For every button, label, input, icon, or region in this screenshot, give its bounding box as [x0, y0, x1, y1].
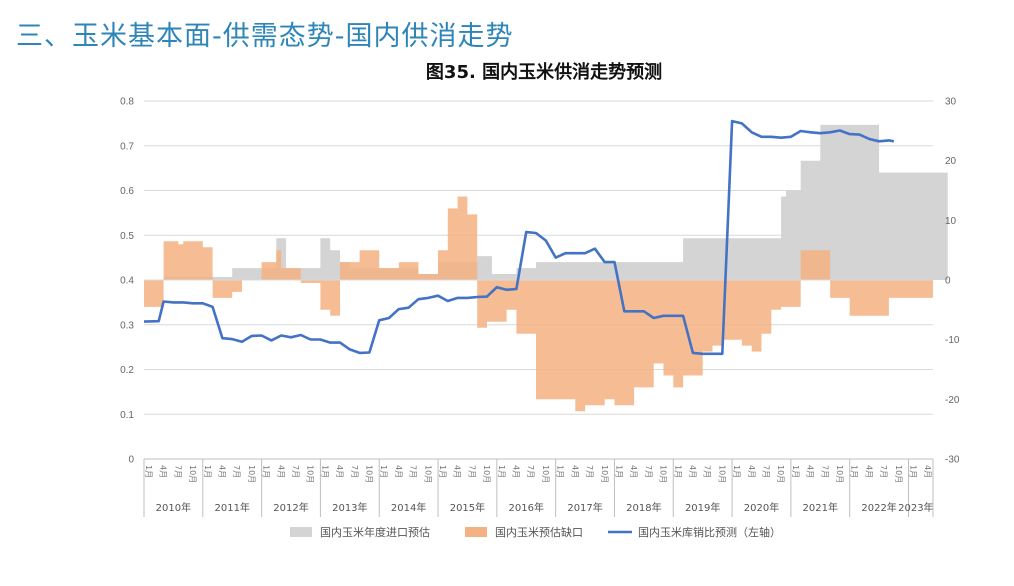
month-tick-label: 1月 — [614, 465, 623, 478]
month-tick-label: 4月 — [335, 465, 344, 478]
year-label: 2022年 — [861, 501, 896, 514]
month-tick-label: 1月 — [791, 465, 800, 478]
year-label: 2019年 — [685, 501, 720, 514]
month-tick-label: 1月 — [732, 465, 741, 478]
month-tick-label: 10月 — [541, 465, 550, 483]
year-label: 2017年 — [567, 501, 602, 514]
year-label: 2023年 — [898, 501, 933, 514]
year-label: 2021年 — [803, 501, 838, 514]
month-tick-label: 4月 — [688, 465, 697, 478]
left-axis-tick-label: 0.4 — [120, 276, 134, 287]
month-tick-label: 7月 — [703, 465, 712, 478]
month-tick-label: 4月 — [570, 465, 579, 478]
import-estimate-area — [144, 124, 948, 281]
right-axis-tick-label: 0 — [945, 276, 951, 287]
legend: 国内玉米年度进口预估 国内玉米预估缺口 国内玉米库销比预测（左轴） — [290, 525, 781, 539]
legend-label: 国内玉米年度进口预估 — [320, 525, 430, 539]
year-label: 2014年 — [391, 501, 426, 514]
left-axis-tick-label: 0 — [128, 455, 134, 466]
month-tick-label: 10月 — [306, 465, 315, 483]
legend-swatch — [290, 527, 312, 537]
left-axis-tick-label: 0.6 — [120, 186, 134, 197]
line-series — [143, 119, 895, 356]
month-tick-label: 4月 — [747, 465, 756, 478]
left-axis-tick-label: 0.8 — [120, 97, 134, 108]
month-tick-label: 4月 — [159, 465, 168, 478]
month-tick-label: 1月 — [144, 465, 153, 478]
year-label: 2016年 — [509, 501, 544, 514]
legend-swatch — [465, 527, 487, 537]
month-tick-label: 4月 — [512, 465, 521, 478]
month-tick-label: 1月 — [850, 465, 859, 478]
right-axis-tick-label: -20 — [945, 395, 960, 406]
month-tick-label: 1月 — [262, 465, 271, 478]
year-label: 2013年 — [332, 501, 367, 514]
right-axis-tick-label: 10 — [945, 216, 957, 227]
month-tick-label: 10月 — [247, 465, 256, 483]
month-tick-label: 1月 — [438, 465, 447, 478]
month-tick-label: 4月 — [629, 465, 638, 478]
right-axis-tick-label: -30 — [945, 455, 960, 466]
month-tick-label: 7月 — [526, 465, 535, 478]
axes: 0.8 0.7 0.6 0.5 0.4 0.3 0.2 0.1 0 30 20 10 0 -10 -20 -3… — [120, 97, 960, 517]
month-tick-label: 4月 — [806, 465, 815, 478]
month-tick-label: 7月 — [350, 465, 359, 478]
month-tick-label: 10月 — [776, 465, 785, 483]
month-tick-label: 7月 — [879, 465, 888, 478]
left-axis-tick-label: 0.7 — [120, 141, 134, 152]
month-tick-label: 7月 — [761, 465, 770, 478]
right-axis-tick-label: 30 — [945, 97, 957, 108]
month-tick-label: 4月 — [453, 465, 462, 478]
month-tick-label: 7月 — [232, 465, 241, 478]
month-tick-label: 7月 — [644, 465, 653, 478]
year-label: 2010年 — [156, 501, 191, 514]
year-label: 2012年 — [273, 501, 308, 514]
month-tick-label: 10月 — [659, 465, 668, 483]
month-tick-label: 10月 — [600, 465, 609, 483]
month-tick-label: 7月 — [173, 465, 182, 478]
month-tick-label: 1月 — [556, 465, 565, 478]
month-tick-label: 4月 — [218, 465, 227, 478]
left-axis-tick-label: 0.3 — [120, 320, 134, 331]
left-axis-tick-label: 0.1 — [120, 410, 134, 421]
month-tick-label: 7月 — [467, 465, 476, 478]
month-tick-label: 7月 — [291, 465, 300, 478]
legend-label: 国内玉米库销比预测（左轴） — [638, 525, 781, 539]
month-tick-label: 10月 — [482, 465, 491, 483]
month-tick-label: 4月 — [394, 465, 403, 478]
month-tick-label: 10月 — [835, 465, 844, 483]
left-axis-tick-label: 0.5 — [120, 231, 134, 242]
month-tick-label: 7月 — [409, 465, 418, 478]
month-tick-label: 10月 — [717, 465, 726, 483]
month-tick-label: 1月 — [320, 465, 329, 478]
month-tick-label: 7月 — [585, 465, 594, 478]
month-tick-label: 1月 — [379, 465, 388, 478]
month-tick-label: 10月 — [365, 465, 374, 483]
year-label: 2011年 — [214, 501, 249, 514]
stock-to-use-ratio-line — [143, 119, 895, 356]
month-tick-label: 7月 — [820, 465, 829, 478]
year-label: 2018年 — [626, 501, 661, 514]
month-tick-label: 1月 — [497, 465, 506, 478]
month-tick-label: 4月 — [276, 465, 285, 478]
month-tick-label: 10月 — [423, 465, 432, 483]
gap-estimate-area — [144, 196, 933, 412]
month-tick-label: 4月 — [923, 465, 932, 478]
month-tick-label: 10月 — [894, 465, 903, 483]
month-tick-label: 1月 — [203, 465, 212, 478]
month-tick-label: 1月 — [908, 465, 917, 478]
legend-label: 国内玉米预估缺口 — [495, 525, 583, 539]
slide-title: 三、玉米基本面-供需态势-国内供消走势 — [16, 21, 514, 52]
month-tick-label: 10月 — [188, 465, 197, 483]
year-label: 2015年 — [450, 501, 485, 514]
month-tick-label: 4月 — [864, 465, 873, 478]
right-axis-tick-label: 20 — [945, 156, 957, 167]
area-series — [144, 124, 948, 412]
chart-title: 图35. 国内玉米供消走势预测 — [425, 62, 663, 83]
right-axis-tick-label: -10 — [945, 335, 960, 346]
month-tick-label: 1月 — [673, 465, 682, 478]
left-axis-tick-label: 0.2 — [120, 365, 134, 376]
year-label: 2020年 — [744, 501, 779, 514]
